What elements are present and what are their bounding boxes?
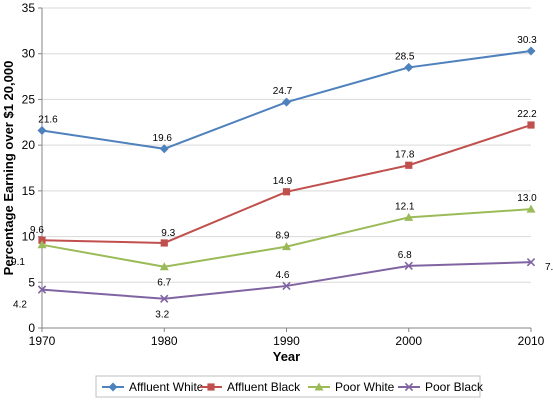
x-marker-stroke (526, 258, 536, 267)
x-marker-stroke (37, 285, 47, 294)
triangle-marker (282, 242, 291, 251)
diamond-marker (159, 144, 169, 154)
x-tick-label: 2000 (395, 334, 422, 348)
legend-label: Poor Black (425, 380, 484, 394)
legend: Affluent White Affluent Black Poor White Po… (95, 375, 484, 398)
axes (38, 7, 532, 332)
data-label: 24.7 (273, 86, 293, 97)
y-tick-label: 25 (22, 92, 36, 106)
data-label: 9.1 (11, 257, 25, 268)
data-labels: 21.6 19.6 24.7 28.5 30.3 9.6 9.3 14.9 17.8 22.2 9.… (11, 35, 553, 321)
triangle-marker (526, 204, 536, 213)
square-marker (405, 161, 413, 169)
x-marker-stroke (160, 294, 169, 303)
data-label: 7.2 (545, 262, 553, 273)
x-tick-label: 1970 (29, 334, 56, 348)
legend-item: Affluent White (102, 380, 204, 394)
y-tick-label: 35 (22, 1, 36, 15)
x-marker (160, 294, 169, 303)
data-label: 6.7 (157, 278, 171, 289)
x-marker (526, 258, 536, 267)
square-marker (282, 188, 291, 196)
x-axis-title: Year (273, 349, 300, 364)
x-marker-stroke (404, 261, 413, 270)
x-marker-stroke (404, 382, 414, 392)
legend-item: Poor Black (398, 380, 484, 394)
data-label: 9.3 (161, 228, 175, 239)
y-tick-label: 20 (22, 138, 36, 152)
x-marker (37, 285, 47, 294)
series-group (37, 46, 536, 303)
x-tick-label: 1980 (151, 334, 178, 348)
data-label: 6.8 (398, 250, 412, 261)
data-label: 12.1 (395, 201, 415, 212)
x-tick-label: 1990 (273, 334, 300, 348)
data-label: 14.9 (273, 176, 293, 187)
x-tick-label: 2010 (518, 334, 545, 348)
data-label: 30.3 (517, 35, 537, 46)
data-label: 21.6 (38, 115, 58, 126)
diamond-marker (282, 97, 291, 107)
data-label: 17.8 (395, 149, 415, 160)
y-tick-label: 5 (28, 275, 35, 289)
series-affluent-black (38, 121, 535, 247)
square-marker (527, 121, 535, 129)
x-tick-labels: 1970 1980 1990 2000 2010 (29, 334, 545, 348)
legend-item: Poor White (308, 380, 395, 394)
square-marker (38, 236, 46, 244)
data-label: 13.0 (517, 193, 537, 204)
series-affluent-white (37, 46, 536, 154)
legend-item: Affluent Black (200, 380, 301, 394)
diamond-marker (108, 382, 118, 392)
y-tick-label: 10 (22, 230, 36, 244)
x-marker (404, 382, 414, 392)
diamond-marker (37, 126, 47, 136)
y-tick-label: 0 (28, 321, 35, 335)
series-poor-white (37, 204, 536, 271)
legend-label: Affluent White (129, 380, 204, 394)
data-label: 4.2 (13, 300, 27, 311)
data-label: 28.5 (395, 51, 415, 62)
diamond-marker (404, 62, 414, 72)
legend-label: Affluent Black (227, 380, 301, 394)
y-tick-label: 30 (22, 47, 36, 61)
legend-label: Poor White (335, 380, 395, 394)
data-label: 9.6 (30, 225, 44, 236)
legend-box (95, 375, 481, 398)
data-label: 3.2 (155, 310, 169, 321)
square-marker (207, 383, 215, 391)
triangle-marker (159, 262, 169, 271)
triangle-marker (404, 212, 414, 221)
x-marker-stroke (282, 281, 291, 291)
data-label: 8.9 (276, 231, 290, 242)
data-label: 22.2 (517, 109, 537, 120)
x-marker (282, 281, 291, 291)
triangle-marker (314, 382, 324, 391)
y-axis-title: Percentage Earning over $1 20,000 (1, 61, 16, 276)
y-tick-labels: 0 5 10 15 20 25 30 35 (22, 1, 36, 335)
y-tick-label: 15 (22, 184, 36, 198)
data-label: 4.6 (276, 270, 290, 281)
diamond-marker (526, 46, 536, 56)
triangle-marker (37, 240, 47, 249)
x-marker (404, 261, 413, 270)
series-poor-black (37, 258, 536, 303)
data-label: 19.6 (153, 133, 173, 144)
square-marker (160, 239, 168, 247)
